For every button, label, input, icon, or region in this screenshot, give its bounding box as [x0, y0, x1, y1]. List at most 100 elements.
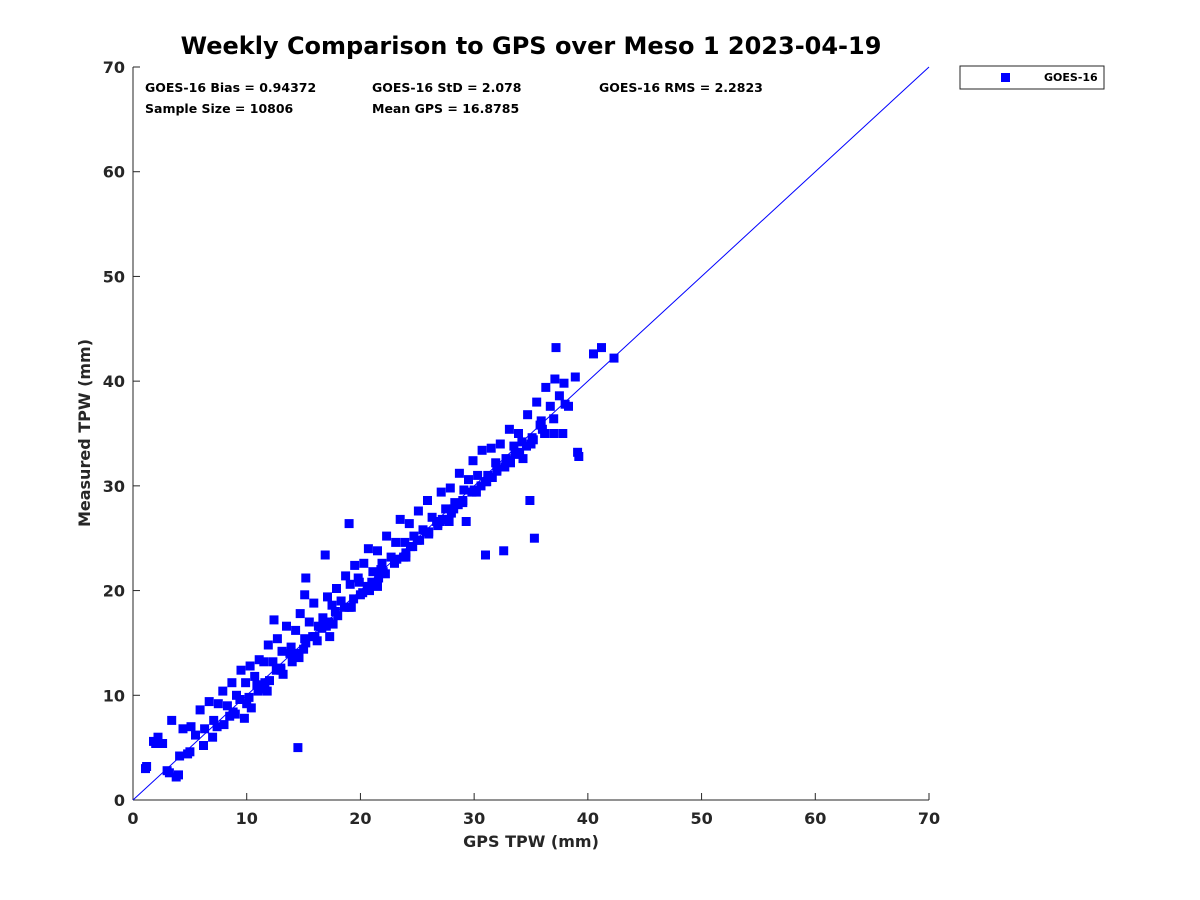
data-point — [255, 684, 265, 694]
y-tick-label: 50 — [103, 267, 125, 286]
y-tick-label: 60 — [103, 163, 125, 182]
data-point — [263, 640, 273, 650]
data-point — [445, 483, 455, 493]
data-point — [550, 374, 560, 384]
stat-rms: GOES-16 RMS = 2.2823 — [599, 80, 763, 95]
data-point — [285, 648, 295, 658]
y-tick-label: 0 — [114, 791, 125, 810]
data-point — [185, 747, 195, 757]
data-point — [491, 458, 501, 468]
data-point — [554, 391, 564, 401]
x-tick-label: 10 — [236, 809, 258, 828]
data-point — [330, 607, 340, 616]
data-point — [390, 556, 399, 566]
x-tick-label: 40 — [577, 809, 599, 828]
data-point — [191, 730, 200, 740]
data-point — [551, 343, 561, 353]
data-point — [467, 487, 477, 497]
data-point — [528, 435, 538, 445]
data-point — [293, 743, 303, 753]
data-point — [413, 506, 423, 516]
data-point — [344, 519, 354, 529]
data-point — [477, 445, 487, 455]
data-point — [317, 623, 327, 633]
stats-annotations: GOES-16 Bias = 0.94372 GOES-16 StD = 2.0… — [145, 80, 763, 116]
data-point — [501, 454, 511, 464]
data-point — [242, 699, 252, 709]
data-point — [222, 701, 232, 711]
data-point — [246, 703, 256, 713]
data-point — [359, 558, 369, 568]
data-point — [277, 646, 287, 656]
data-point — [292, 648, 302, 658]
data-point — [458, 496, 468, 505]
data-point — [597, 343, 606, 353]
data-point — [204, 697, 214, 707]
x-tick-label: 70 — [918, 809, 940, 828]
data-point — [250, 671, 260, 681]
one-to-one-line — [132, 66, 930, 801]
data-point — [495, 439, 505, 449]
data-point — [486, 443, 496, 453]
data-point — [287, 657, 297, 667]
data-point — [269, 615, 279, 625]
legend-marker — [1001, 73, 1010, 82]
data-point — [476, 481, 486, 491]
data-point — [382, 531, 392, 541]
data-point — [444, 517, 454, 526]
data-point — [483, 470, 493, 480]
y-tick-label: 10 — [103, 686, 125, 705]
data-point — [492, 464, 502, 474]
data-point — [259, 657, 269, 667]
data-point — [308, 632, 318, 642]
data-point — [373, 581, 382, 591]
data-point — [324, 617, 334, 627]
data-point — [408, 542, 418, 552]
data-point — [318, 613, 328, 623]
data-point — [167, 715, 177, 725]
data-point — [265, 676, 274, 686]
data-point — [158, 739, 168, 748]
data-point — [200, 724, 210, 734]
data-point — [468, 456, 478, 466]
data-point — [523, 410, 533, 420]
data-point — [549, 429, 559, 438]
data-point — [559, 378, 569, 388]
data-point — [549, 414, 559, 424]
data-point — [529, 533, 539, 543]
legend-label: GOES-16 — [1044, 71, 1098, 84]
data-point — [227, 678, 237, 688]
data-point — [349, 594, 359, 604]
data-point — [323, 592, 332, 602]
data-point — [341, 571, 351, 581]
y-tick-label: 70 — [103, 58, 125, 77]
data-point — [245, 661, 255, 671]
data-point — [499, 546, 509, 556]
data-point — [320, 550, 330, 560]
data-point — [461, 517, 471, 526]
x-tick-label: 0 — [127, 809, 138, 828]
data-point — [368, 567, 378, 577]
data-point — [212, 722, 222, 732]
data-point — [174, 770, 183, 780]
data-point — [558, 429, 568, 438]
data-point — [262, 686, 272, 696]
x-tick-label: 50 — [690, 809, 712, 828]
x-tick-label: 20 — [349, 809, 371, 828]
data-point — [164, 768, 174, 778]
legend: GOES-16 — [959, 65, 1105, 90]
data-point — [244, 692, 254, 702]
y-tick-label: 30 — [103, 477, 125, 496]
data-point — [545, 401, 555, 411]
data-point — [332, 584, 341, 593]
data-point — [459, 485, 469, 495]
data-point — [500, 462, 510, 472]
data-point — [186, 722, 196, 732]
data-point — [325, 632, 335, 642]
data-point — [239, 713, 249, 723]
data-point — [241, 678, 251, 688]
data-point — [236, 665, 246, 675]
y-tick-label: 40 — [103, 372, 125, 391]
data-point — [449, 504, 459, 514]
